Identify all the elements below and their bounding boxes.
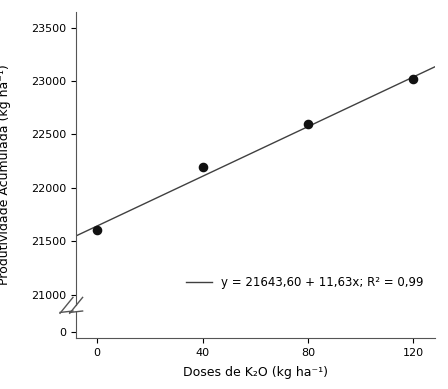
Point xyxy=(410,76,417,82)
Point xyxy=(305,121,312,127)
X-axis label: Doses de K₂O (kg ha⁻¹): Doses de K₂O (kg ha⁻¹) xyxy=(183,366,328,380)
Point xyxy=(199,163,206,170)
Text: Produtividade Acumulada (kg ha⁻¹): Produtividade Acumulada (kg ha⁻¹) xyxy=(0,65,11,286)
Legend: y = 21643,60 + 11,63x; R² = 0,99: y = 21643,60 + 11,63x; R² = 0,99 xyxy=(181,271,429,294)
Point xyxy=(94,226,101,233)
